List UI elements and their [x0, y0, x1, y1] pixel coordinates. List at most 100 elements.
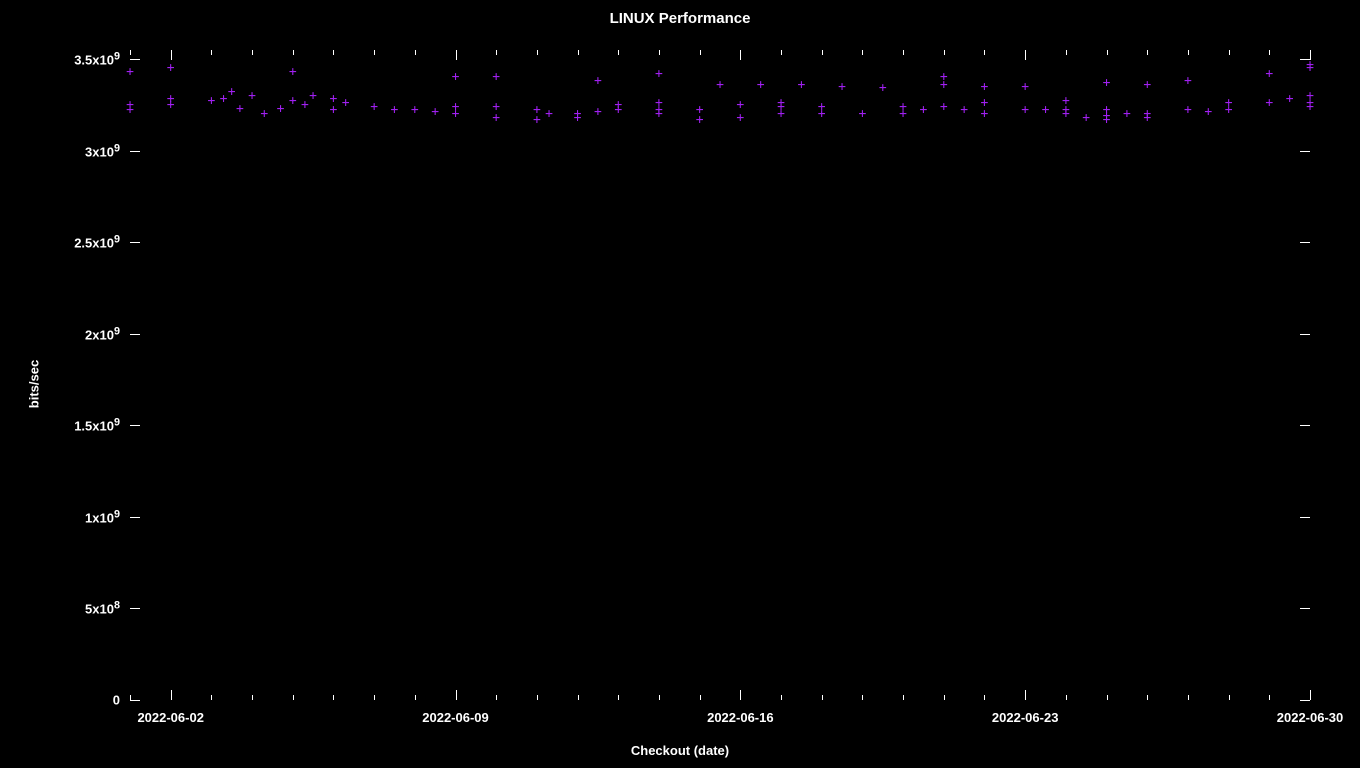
- ytick: [130, 242, 140, 243]
- data-point: +: [370, 100, 378, 113]
- data-point: +: [1225, 104, 1233, 117]
- data-point: +: [736, 111, 744, 124]
- xtick-minor: [496, 50, 497, 55]
- xtick-label: 2022-06-30: [1277, 710, 1344, 725]
- data-point: +: [1184, 104, 1192, 117]
- data-point: +: [960, 104, 968, 117]
- data-point: +: [1184, 75, 1192, 88]
- data-point: +: [452, 71, 460, 84]
- xtick-minor: [822, 50, 823, 55]
- xtick: [456, 690, 457, 700]
- data-point: +: [289, 65, 297, 78]
- data-point: +: [277, 102, 285, 115]
- data-point: +: [342, 97, 350, 110]
- xtick-minor: [130, 695, 131, 700]
- xtick-minor: [781, 50, 782, 55]
- xtick-minor: [211, 695, 212, 700]
- plot-area: ++++++++++++++++++++++++++++++++++++++++…: [130, 50, 1310, 700]
- ytick: [130, 700, 140, 701]
- xtick-minor: [618, 695, 619, 700]
- ytick-label: 2.5x109: [40, 234, 120, 251]
- xtick: [740, 690, 741, 700]
- xtick-minor: [252, 695, 253, 700]
- xtick-minor: [1188, 695, 1189, 700]
- data-point: +: [655, 67, 663, 80]
- xtick-minor: [496, 695, 497, 700]
- data-point: +: [655, 104, 663, 117]
- data-point: +: [411, 104, 419, 117]
- ytick: [130, 425, 140, 426]
- data-point: +: [614, 98, 622, 111]
- data-point: +: [330, 93, 338, 106]
- data-point: +: [248, 89, 256, 102]
- ytick: [130, 59, 140, 60]
- xtick-minor: [578, 695, 579, 700]
- data-point: +: [614, 104, 622, 117]
- xtick-minor: [984, 695, 985, 700]
- data-point: +: [655, 108, 663, 121]
- data-point: +: [492, 111, 500, 124]
- data-point: +: [167, 98, 175, 111]
- y-axis-label: bits/sec: [27, 360, 42, 408]
- data-point: +: [1103, 113, 1111, 126]
- data-point: +: [1306, 89, 1314, 102]
- ytick: [130, 517, 140, 518]
- data-point: +: [126, 65, 134, 78]
- data-point: +: [492, 71, 500, 84]
- xtick-minor: [700, 50, 701, 55]
- xtick-label: 2022-06-02: [137, 710, 204, 725]
- xtick-minor: [1107, 50, 1108, 55]
- data-point: +: [533, 113, 541, 126]
- data-point: +: [818, 108, 826, 121]
- data-point: +: [1265, 67, 1273, 80]
- data-point: +: [167, 62, 175, 75]
- xtick-minor: [1147, 50, 1148, 55]
- data-point: +: [1306, 100, 1314, 113]
- xtick-minor: [537, 695, 538, 700]
- data-point: +: [1042, 104, 1050, 117]
- xtick-minor: [415, 695, 416, 700]
- data-point: +: [1265, 97, 1273, 110]
- data-point: +: [452, 100, 460, 113]
- xtick-minor: [1269, 50, 1270, 55]
- ytick: [1300, 700, 1310, 701]
- data-point: +: [838, 80, 846, 93]
- data-point: +: [289, 95, 297, 108]
- data-point: +: [1062, 95, 1070, 108]
- data-point: +: [1062, 108, 1070, 121]
- xtick: [171, 690, 172, 700]
- data-point: +: [301, 98, 309, 111]
- xtick: [1025, 690, 1026, 700]
- chart-title: LINUX Performance: [0, 10, 1360, 27]
- xtick-minor: [537, 50, 538, 55]
- xtick-minor: [781, 695, 782, 700]
- data-point: +: [1082, 111, 1090, 124]
- xtick-minor: [211, 50, 212, 55]
- xtick-minor: [578, 50, 579, 55]
- xtick-label: 2022-06-09: [422, 710, 489, 725]
- data-point: +: [228, 86, 236, 99]
- xtick-minor: [659, 695, 660, 700]
- xtick-minor: [374, 695, 375, 700]
- xtick-minor: [903, 695, 904, 700]
- data-point: +: [533, 104, 541, 117]
- ytick: [1300, 242, 1310, 243]
- xtick-minor: [415, 50, 416, 55]
- xtick: [456, 50, 457, 60]
- xtick-minor: [944, 695, 945, 700]
- data-point: +: [1103, 104, 1111, 117]
- data-point: +: [167, 93, 175, 106]
- data-point: +: [260, 108, 268, 121]
- data-point: +: [545, 108, 553, 121]
- xtick-minor: [333, 50, 334, 55]
- data-point: +: [797, 78, 805, 91]
- data-point: +: [1103, 76, 1111, 89]
- data-point: +: [899, 100, 907, 113]
- data-point: +: [818, 100, 826, 113]
- ytick: [1300, 608, 1310, 609]
- data-point: +: [981, 80, 989, 93]
- data-point: +: [696, 104, 704, 117]
- data-point: +: [391, 104, 399, 117]
- ytick: [130, 334, 140, 335]
- data-point: +: [1103, 109, 1111, 122]
